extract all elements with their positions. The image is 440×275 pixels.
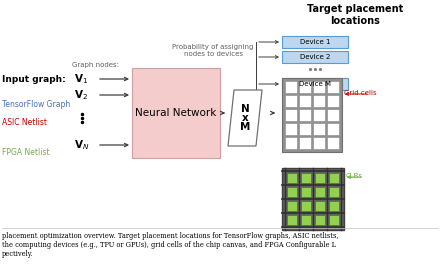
Text: $\mathbf{V}_1$: $\mathbf{V}_1$: [74, 72, 88, 86]
FancyBboxPatch shape: [329, 215, 339, 225]
Text: the computing devices (e.g., TPU or GPUs), grid cells of the chip canvas, and FP: the computing devices (e.g., TPU or GPUs…: [2, 241, 336, 249]
FancyBboxPatch shape: [327, 109, 339, 121]
Text: $\mathbf{V}_2$: $\mathbf{V}_2$: [74, 88, 88, 102]
FancyBboxPatch shape: [313, 123, 325, 135]
Text: placement optimization overview. Target placement locations for TensorFlow graph: placement optimization overview. Target …: [2, 232, 338, 240]
FancyBboxPatch shape: [282, 78, 342, 152]
FancyBboxPatch shape: [282, 51, 348, 63]
FancyBboxPatch shape: [327, 81, 339, 93]
FancyBboxPatch shape: [132, 68, 220, 158]
Text: Neural Network: Neural Network: [136, 108, 216, 118]
FancyBboxPatch shape: [285, 95, 297, 107]
FancyBboxPatch shape: [315, 173, 325, 183]
Text: CLBs: CLBs: [346, 173, 363, 179]
FancyBboxPatch shape: [301, 215, 311, 225]
FancyBboxPatch shape: [315, 201, 325, 211]
FancyBboxPatch shape: [301, 187, 311, 197]
Text: Device 2: Device 2: [300, 54, 330, 60]
FancyBboxPatch shape: [287, 201, 297, 211]
Polygon shape: [228, 90, 262, 146]
FancyBboxPatch shape: [315, 215, 325, 225]
FancyBboxPatch shape: [301, 201, 311, 211]
Text: Graph nodes:: Graph nodes:: [72, 62, 119, 68]
FancyBboxPatch shape: [313, 137, 325, 149]
Text: N
x
M: N x M: [240, 104, 250, 132]
Text: TensorFlow Graph: TensorFlow Graph: [2, 100, 70, 109]
FancyBboxPatch shape: [327, 137, 339, 149]
FancyBboxPatch shape: [315, 187, 325, 197]
FancyBboxPatch shape: [285, 137, 297, 149]
FancyBboxPatch shape: [313, 95, 325, 107]
FancyBboxPatch shape: [301, 173, 311, 183]
Text: $\mathbf{V}_N$: $\mathbf{V}_N$: [74, 138, 89, 152]
FancyBboxPatch shape: [282, 36, 348, 48]
Text: Device M: Device M: [299, 81, 331, 87]
FancyBboxPatch shape: [299, 95, 311, 107]
FancyBboxPatch shape: [287, 173, 297, 183]
FancyBboxPatch shape: [329, 187, 339, 197]
Text: Grid cells: Grid cells: [344, 90, 377, 96]
FancyBboxPatch shape: [282, 78, 348, 90]
FancyBboxPatch shape: [287, 215, 297, 225]
FancyBboxPatch shape: [285, 123, 297, 135]
FancyBboxPatch shape: [282, 168, 344, 230]
FancyBboxPatch shape: [285, 109, 297, 121]
FancyBboxPatch shape: [329, 201, 339, 211]
Text: Device 1: Device 1: [300, 39, 330, 45]
FancyBboxPatch shape: [313, 109, 325, 121]
FancyBboxPatch shape: [285, 81, 297, 93]
FancyBboxPatch shape: [299, 137, 311, 149]
Text: Target placement
locations: Target placement locations: [307, 4, 403, 26]
FancyBboxPatch shape: [329, 173, 339, 183]
Text: ASIC Netlist: ASIC Netlist: [2, 118, 47, 127]
FancyBboxPatch shape: [327, 123, 339, 135]
FancyBboxPatch shape: [299, 123, 311, 135]
FancyBboxPatch shape: [299, 109, 311, 121]
FancyBboxPatch shape: [287, 187, 297, 197]
Text: pectively.: pectively.: [2, 250, 34, 258]
FancyBboxPatch shape: [327, 95, 339, 107]
Text: FPGA Netlist: FPGA Netlist: [2, 148, 50, 157]
FancyBboxPatch shape: [299, 81, 311, 93]
FancyBboxPatch shape: [313, 81, 325, 93]
Text: Input graph:: Input graph:: [2, 75, 66, 84]
Text: Probability of assigning
nodes to devices: Probability of assigning nodes to device…: [172, 44, 254, 57]
